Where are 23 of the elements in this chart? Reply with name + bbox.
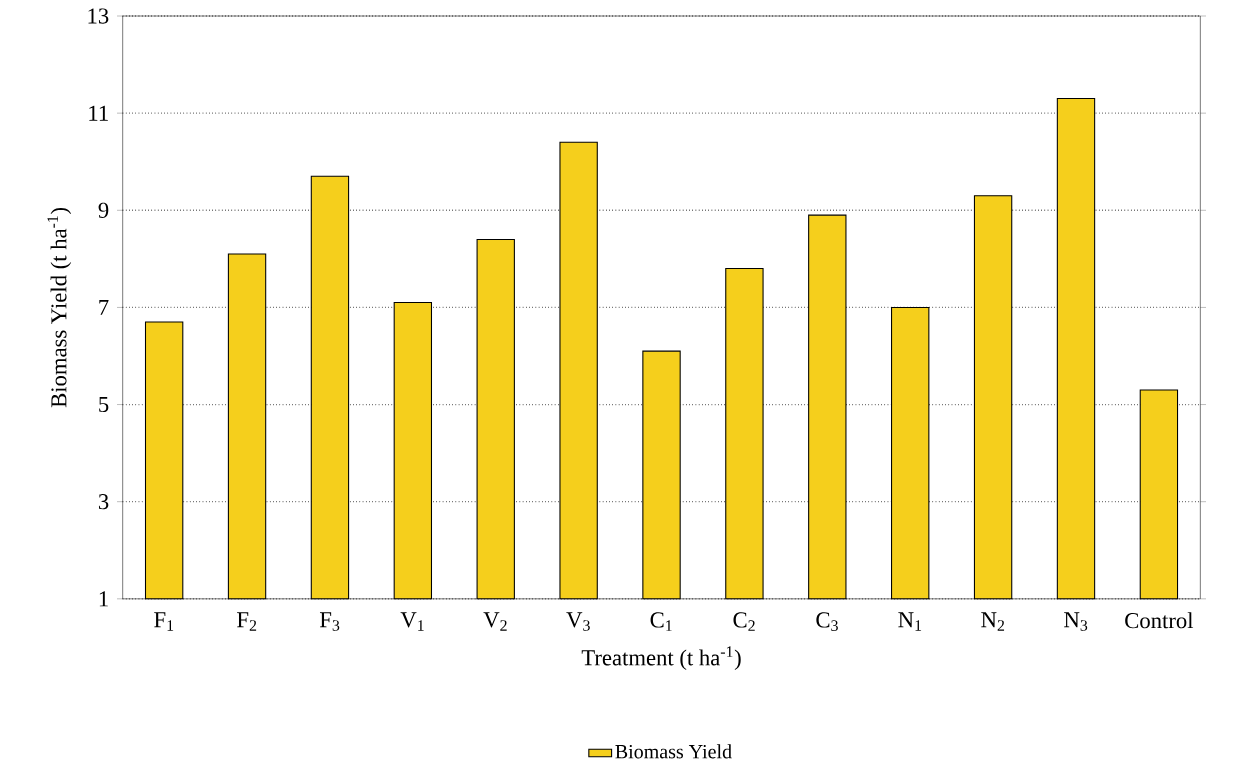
x-axis-title: Treatment (t ha$^{-1}$) bbox=[581, 646, 741, 671]
x-tick-label: F$_{1}$ bbox=[154, 612, 174, 631]
y-tick-label: 13 bbox=[88, 8, 109, 24]
y-tick-label: 1 bbox=[99, 591, 108, 607]
x-tick-label: V$_{3}$ bbox=[566, 612, 590, 631]
x-tick-label: C$_{2}$ bbox=[733, 612, 755, 631]
x-tick-label: Control bbox=[1125, 612, 1194, 629]
x-tick-label: F$_{2}$ bbox=[237, 612, 257, 631]
y-tick-label: 7 bbox=[99, 300, 109, 315]
y-axis-title: Biomass Yield (t ha$^{-1}$) bbox=[47, 208, 72, 408]
y-tick-label: 5 bbox=[99, 397, 109, 413]
x-tick-label: C$_{1}$ bbox=[650, 612, 672, 631]
x-tick-label: V$_{1}$ bbox=[400, 612, 424, 631]
y-tick-label: 3 bbox=[98, 494, 109, 510]
y-tick-label: 9 bbox=[98, 202, 109, 218]
x-tick-label: V$_{2}$ bbox=[483, 612, 507, 631]
y-tick-label: 11 bbox=[89, 105, 108, 121]
x-tick-label: F$_{3}$ bbox=[319, 612, 340, 631]
x-tick-label: N$_{1}$ bbox=[898, 612, 922, 631]
x-tick-label: C$_{3}$ bbox=[816, 612, 838, 632]
x-tick-label: N$_{3}$ bbox=[1064, 612, 1088, 631]
x-tick-label: N$_{2}$ bbox=[981, 612, 1005, 631]
legend-label: Biomass Yield bbox=[615, 744, 732, 759]
